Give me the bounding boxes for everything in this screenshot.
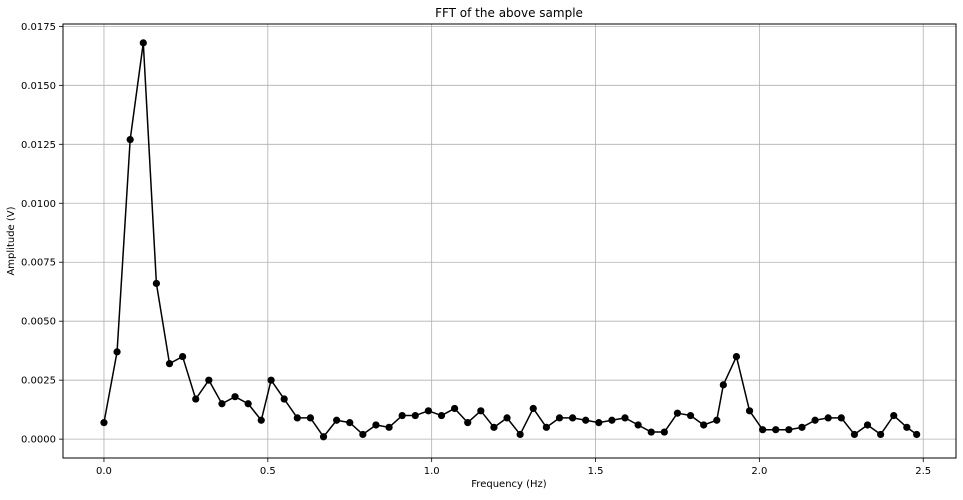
data-point [890,411,898,420]
x-tick-label: 1.5 [588,466,604,477]
series-layer [100,39,921,441]
data-point [824,414,832,422]
data-point [139,39,147,47]
data-point [293,414,301,422]
data-point [542,423,550,431]
data-point [582,416,590,424]
x-tick-label: 2.5 [915,466,931,477]
plot-frame [62,23,957,459]
data-point [152,279,160,288]
data-point [608,416,616,424]
data-point [231,393,239,401]
data-point [903,423,911,431]
data-point [280,395,288,403]
x-tick-label: 0.0 [96,466,112,477]
y-axis-label: Amplitude (V) [6,206,17,275]
data-point [372,421,380,429]
data-point [595,419,603,427]
data-point [451,404,459,413]
y-tick-label: 0.0000 [21,435,56,446]
data-point [785,426,793,434]
data-point [267,376,275,384]
data-point [464,419,472,427]
data-point [306,414,315,422]
data-point [218,400,226,408]
x-axis-label: Frequency (Hz) [471,479,547,490]
data-point [811,416,819,424]
data-point [713,416,721,424]
data-point [850,430,859,439]
data-point [126,135,134,144]
data-point [437,411,446,420]
data-point [647,428,655,436]
data-point [424,407,432,415]
data-point [346,419,354,427]
y-tick-label: 0.0025 [21,376,56,387]
data-point [913,430,921,439]
data-point [359,430,367,439]
data-point [503,414,511,422]
data-point [660,428,668,436]
data-point [759,426,767,434]
y-tick-label: 0.0150 [21,81,56,92]
data-point [877,430,885,439]
y-tick-label: 0.0100 [21,199,56,210]
data-point [257,416,265,424]
data-point [165,360,174,368]
data-point [398,411,406,420]
x-tick-label: 0.5 [260,466,276,477]
data-point [732,352,741,361]
data-point [686,411,695,420]
data-point [798,423,806,431]
x-axis-ticks: 0.0 0.5 1.0 1.5 2.0 2.5 [96,458,931,477]
data-point [385,423,393,431]
data-point [568,414,577,422]
y-tick-label: 0.0175 [21,22,56,33]
x-tick-label: 2.0 [751,466,767,477]
data-point [516,430,524,439]
y-axis-ticks: 0.0000 0.0025 0.0050 0.0075 0.0100 0.0125 0.01… [21,22,63,446]
data-point [673,409,682,417]
data-point [100,419,108,427]
data-point [192,395,200,403]
data-point [621,414,629,422]
data-point [863,421,872,429]
data-point [634,421,642,429]
data-point [113,348,121,356]
series-line [103,42,918,438]
data-point [490,423,498,431]
data-point [205,376,213,384]
data-point [333,416,341,424]
data-point [179,352,187,361]
data-point [700,421,708,429]
x-tick-label: 1.0 [424,466,440,477]
chart-title: FFT of the above sample [435,6,583,20]
data-point [555,414,564,422]
data-point [319,433,328,441]
y-tick-label: 0.0050 [21,317,56,328]
data-point [477,407,485,415]
data-point [529,404,537,413]
data-point [772,426,780,434]
y-tick-label: 0.0075 [21,258,56,269]
data-point [719,381,727,389]
y-tick-label: 0.0125 [21,140,56,151]
data-point [745,407,754,415]
data-point [411,411,419,420]
data-point [244,400,252,408]
data-point [837,414,845,422]
